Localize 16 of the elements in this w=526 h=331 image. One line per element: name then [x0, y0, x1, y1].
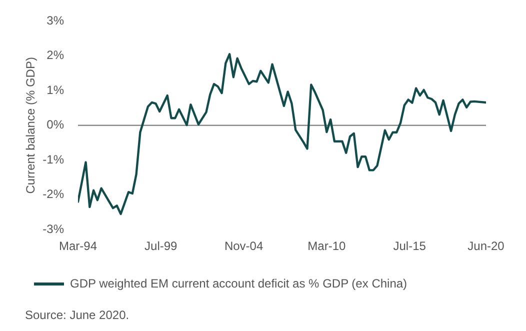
x-tick-label: Mar-10 — [308, 239, 346, 254]
y-tick-label: -1% — [42, 152, 64, 166]
x-tick-label: Jul-15 — [393, 239, 426, 254]
y-axis-title: Current balance (% GDP) — [24, 57, 38, 194]
x-tick-label: Jun-20 — [468, 239, 505, 254]
x-tick-label: Mar-94 — [58, 239, 98, 254]
legend-label: GDP weighted EM current account deficit as % GDP (ex China) — [70, 276, 408, 290]
y-tick-label: 1% — [46, 82, 64, 97]
y-tick-label: 2% — [46, 48, 64, 62]
x-tick-label: Nov-04 — [224, 239, 264, 254]
y-tick-label: -2% — [42, 187, 64, 202]
y-tick-label: 0% — [46, 118, 64, 132]
source-note: Source: June 2020. — [25, 308, 130, 322]
y-tick-label: -3% — [42, 222, 64, 236]
y-tick-label: 3% — [46, 14, 64, 28]
x-tick-label: Jul-99 — [144, 239, 178, 254]
